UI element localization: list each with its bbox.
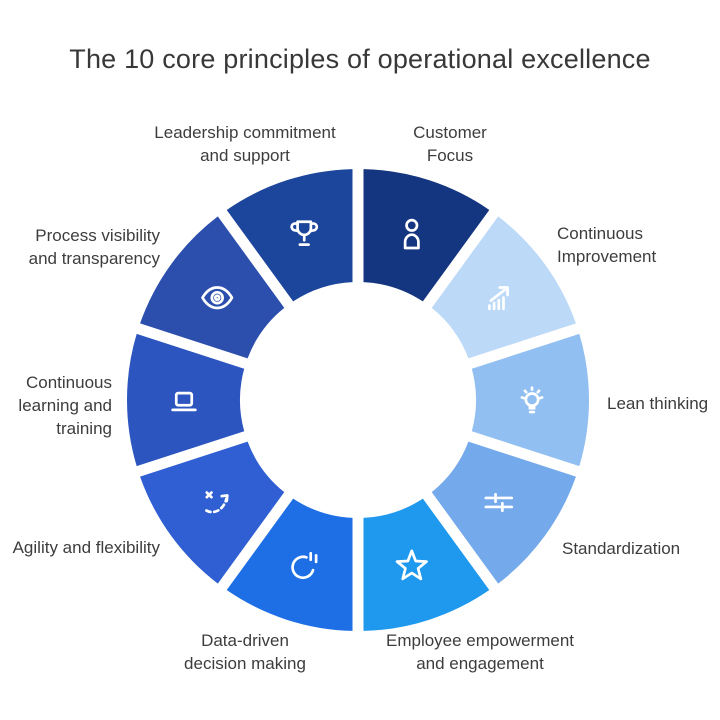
laptop-icon — [171, 391, 197, 412]
label-process-visibility: Process visibility and transparency — [28, 226, 160, 268]
page-title: The 10 core principles of operational ex… — [69, 44, 651, 74]
label-standardization: Standardization — [562, 539, 681, 558]
segment-employee-empowerment — [363, 498, 490, 631]
user-icon — [403, 218, 420, 250]
segment-agility-flexibility — [140, 441, 285, 584]
label-continuous-learning: Continuous learning and training — [18, 373, 112, 438]
segment-lean-thinking — [471, 333, 589, 467]
segment-data-driven-decisions — [226, 498, 353, 631]
sliders-icon — [484, 492, 514, 513]
label-data-driven-decisions: Data-driven decision making — [184, 631, 306, 673]
segment-standardization — [431, 441, 576, 584]
trophy-icon — [290, 220, 319, 246]
segment-customer-focus — [363, 169, 490, 302]
label-lean-thinking: Lean thinking — [607, 394, 709, 413]
label-continuous-improvement: Continuous Improvement — [557, 224, 657, 266]
pie-chart-icon — [291, 551, 318, 580]
label-agility-flexibility: Agility and flexibility — [12, 538, 160, 557]
star-icon — [395, 549, 428, 581]
eye-icon — [201, 286, 234, 310]
label-employee-empowerment: Employee empowerment and engagement — [385, 631, 575, 673]
label-leadership-commitment: Leadership commitment and support — [154, 123, 336, 165]
segment-continuous-learning — [127, 333, 245, 467]
label-customer-focus: Customer Focus — [413, 123, 487, 165]
growth-arrow-icon — [488, 286, 509, 311]
lightbulb-icon — [520, 386, 544, 414]
route-arrow-icon — [205, 491, 229, 514]
segment-leadership-commitment — [226, 169, 353, 302]
